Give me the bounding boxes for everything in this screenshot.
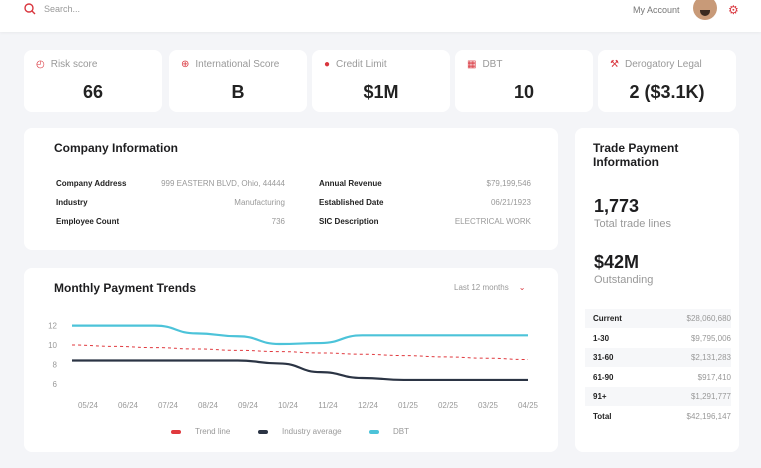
row-value: $2,131,283 (690, 353, 731, 362)
series-line-industry-average (72, 359, 528, 382)
y-tick-label: 6 (53, 380, 58, 389)
row-label: 31-60 (593, 353, 614, 362)
row-value: $42,196,147 (686, 412, 732, 421)
row-label: Current (593, 314, 622, 323)
stat-value: 66 (82, 82, 104, 102)
gear-icon[interactable]: ⚙ (728, 3, 739, 17)
x-tick-label: 10/24 (278, 401, 299, 410)
stat-label: Credit Limit (336, 59, 387, 70)
search-icon (24, 3, 36, 15)
outstanding-value: $42M (594, 252, 640, 272)
field-value: ELECTRICAL WORK (454, 217, 531, 226)
row-value: $1,291,777 (690, 392, 731, 401)
calendar-icon: ▦ (467, 59, 477, 70)
company-information-title: Company Information (54, 141, 179, 155)
legend-swatch (369, 429, 379, 434)
row-label: 91+ (593, 392, 607, 401)
trade-payment-card: Trade Payment Information 1,773 Total tr… (575, 128, 739, 452)
row-label: 61-90 (593, 373, 614, 382)
legend-item[interactable]: DBT (369, 427, 409, 436)
stat-value: $1M (363, 82, 399, 102)
legend-label: DBT (393, 427, 409, 436)
row-label: Total (593, 412, 612, 421)
trade-payment-title: Trade Payment Information (593, 141, 679, 169)
field-label: SIC Description (319, 217, 379, 226)
x-tick-label: 04/25 (518, 401, 539, 410)
y-tick-label: 12 (48, 322, 57, 331)
table-row: 91+ $1,291,777 (585, 387, 731, 406)
field-label: Annual Revenue (319, 179, 382, 188)
stat-card: ◴ Risk score 66 (24, 50, 162, 112)
stat-value: B (231, 82, 245, 102)
x-tick-label: 03/25 (478, 401, 499, 410)
series-line-trend-line (71, 344, 529, 361)
field-value: 06/21/1923 (490, 198, 531, 207)
table-row: Current $28,060,680 (585, 309, 731, 328)
chevron-down-icon: ⌄ (518, 283, 526, 292)
stat-label: Derogatory Legal (624, 59, 702, 70)
field-value: 736 (271, 217, 285, 226)
stat-card: ⊕ International Score B (169, 50, 307, 112)
field-label: Established Date (319, 198, 384, 207)
field-label: Industry (56, 198, 88, 207)
total-trade-lines-label: Total trade lines (594, 218, 672, 230)
legend-label: Industry average (282, 427, 342, 436)
series-line-dbt (71, 324, 528, 346)
search-input[interactable]: Search... (44, 4, 81, 14)
avatar[interactable] (693, 0, 717, 20)
x-tick-label: 08/24 (198, 401, 219, 410)
legend-item[interactable]: Industry average (258, 427, 342, 436)
globe-icon: ⊕ (181, 59, 190, 70)
total-trade-lines-value: 1,773 (594, 196, 640, 216)
range-label: Last 12 months (454, 283, 509, 292)
outstanding-label: Outstanding (594, 274, 654, 286)
field-value: 999 EASTERN BLVD, Ohio, 44444 (161, 179, 285, 188)
stat-card: ⚒ Derogatory Legal 2 ($3.1K) (598, 50, 736, 112)
table-row: Total $42,196,147 (585, 407, 731, 426)
x-tick-label: 02/25 (438, 401, 459, 410)
x-tick-label: 07/24 (158, 401, 179, 410)
y-tick-label: 8 (53, 360, 58, 369)
field-label: Company Address (56, 179, 127, 188)
row-value: $9,795,006 (690, 334, 731, 343)
top-bar: Search... My Account ⚙ (0, 0, 761, 32)
search-box[interactable]: Search... (24, 3, 80, 15)
y-tick-label: 10 (48, 341, 57, 350)
table-row: 61-90 $917,410 (585, 368, 731, 387)
gavel-icon: ⚒ (610, 59, 619, 70)
stat-card: ● Credit Limit $1M (312, 50, 450, 112)
row-value: $28,060,680 (686, 314, 732, 323)
legend-item[interactable]: Trend line (171, 427, 230, 436)
x-tick-label: 06/24 (118, 401, 139, 410)
x-tick-label: 11/24 (318, 401, 338, 410)
x-tick-label: 05/24 (78, 401, 99, 410)
stat-label: DBT (482, 59, 503, 70)
table-row: 31-60 $2,131,283 (585, 348, 731, 367)
stat-value: 2 ($3.1K) (629, 82, 705, 102)
company-information-card: Company Information Company Address 999 … (24, 128, 558, 250)
piggy-bank-icon: ● (324, 59, 331, 70)
stat-label: Risk score (50, 59, 98, 70)
x-tick-label: 01/25 (398, 401, 419, 410)
stat-card: ▦ DBT 10 (455, 50, 593, 112)
legend-swatch (258, 429, 268, 434)
range-dropdown[interactable]: Last 12 months ⌄ (454, 283, 525, 292)
stat-value: 10 (513, 82, 535, 102)
legend-label: Trend line (195, 427, 231, 436)
row-value: $917,410 (697, 373, 731, 382)
table-row: 1-30 $9,795,006 (585, 329, 731, 348)
x-tick-label: 09/24 (238, 401, 259, 410)
field-label: Employee Count (56, 217, 120, 226)
row-label: 1-30 (593, 334, 610, 343)
stat-label: International Score (195, 59, 280, 70)
trends-title: Monthly Payment Trends (54, 281, 197, 295)
x-tick-label: 12/24 (358, 401, 379, 410)
legend-swatch (171, 429, 181, 434)
field-value: Manufacturing (234, 198, 285, 207)
my-account-link[interactable]: My Account (633, 5, 680, 15)
field-value: $79,199,546 (486, 179, 532, 188)
gauge-icon: ◴ (36, 59, 45, 70)
